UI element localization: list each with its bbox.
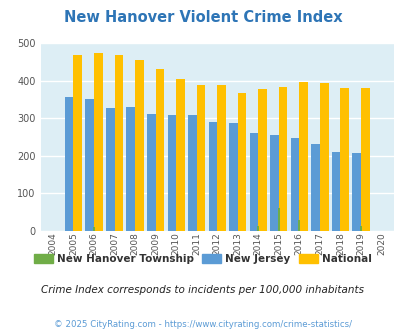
Bar [85,99,94,231]
Bar [176,79,184,231]
Bar [278,87,287,231]
Text: © 2025 CityRating.com - https://www.cityrating.com/crime-statistics/: © 2025 CityRating.com - https://www.city… [54,320,351,329]
Bar [311,145,319,231]
Bar [114,55,123,231]
Bar [359,226,361,231]
Bar [269,135,278,231]
Bar [360,88,369,231]
Bar [258,89,266,231]
Bar [126,107,135,231]
Text: New Hanover Violent Crime Index: New Hanover Violent Crime Index [64,10,341,25]
Bar [257,226,259,231]
Bar [155,69,164,231]
Bar [94,53,102,231]
Bar [208,121,217,231]
Bar [217,85,225,231]
Bar [249,133,258,231]
Bar [93,227,95,231]
Text: Crime Index corresponds to incidents per 100,000 inhabitants: Crime Index corresponds to incidents per… [41,285,364,295]
Bar [147,114,155,231]
Bar [298,220,300,231]
Bar [298,82,307,231]
Bar [188,115,196,231]
Bar [106,108,114,231]
Bar [352,153,360,231]
Bar [135,60,143,231]
Legend: New Hanover Township, New Jersey, National: New Hanover Township, New Jersey, Nation… [30,249,375,268]
Bar [277,209,279,231]
Bar [65,97,73,231]
Bar [290,138,298,231]
Bar [167,115,176,231]
Bar [196,85,205,231]
Bar [237,92,246,231]
Bar [228,123,237,231]
Bar [331,152,339,231]
Bar [73,54,82,231]
Bar [319,83,328,231]
Bar [339,88,348,231]
